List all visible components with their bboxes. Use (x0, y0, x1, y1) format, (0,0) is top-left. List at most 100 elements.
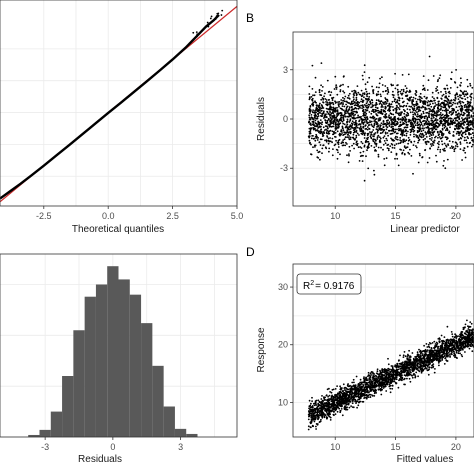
response-point (448, 339, 450, 341)
response-point (352, 406, 355, 409)
residual-point (378, 127, 381, 130)
residual-point (329, 111, 331, 113)
residual-point (398, 108, 401, 111)
residual-point (358, 116, 361, 118)
residual-point (470, 136, 473, 139)
residual-point (337, 123, 339, 125)
response-point (403, 371, 406, 374)
residual-point (332, 125, 335, 128)
residual-point (344, 136, 347, 139)
residual-point (326, 119, 329, 122)
residual-point (362, 110, 364, 112)
response-point (351, 402, 354, 405)
residual-point (370, 106, 372, 109)
residual-point (342, 144, 345, 147)
residual-point (384, 100, 387, 103)
residual-point (328, 107, 331, 110)
response-point (409, 364, 411, 367)
response-point (380, 393, 383, 396)
residual-point (332, 123, 335, 125)
residual-point (364, 118, 367, 120)
residual-point (345, 103, 347, 106)
residual-point (435, 119, 437, 122)
residual-point (361, 95, 363, 97)
response-point (438, 340, 441, 343)
residual-point (336, 126, 339, 129)
residual-point (390, 151, 393, 154)
residual-point (421, 105, 424, 108)
response-point (463, 326, 466, 329)
residual-point (320, 115, 323, 118)
response-point (334, 403, 337, 406)
residual-point (460, 137, 463, 140)
residual-point (321, 123, 323, 126)
response-point (350, 405, 352, 407)
residual-point (392, 96, 395, 99)
residual-point (320, 131, 323, 134)
residual-point (438, 100, 440, 103)
residual-point (439, 137, 442, 140)
response-point (352, 378, 355, 381)
response-point (312, 402, 315, 405)
residual-point (412, 104, 414, 106)
response-point (318, 404, 321, 406)
residual-point (399, 121, 402, 124)
residual-point (440, 107, 442, 110)
residual-point (348, 126, 350, 129)
residual-point (464, 133, 467, 136)
residual-point (355, 104, 358, 107)
residual-point (375, 145, 378, 147)
residual-point (365, 119, 368, 122)
residual-point (308, 135, 311, 138)
response-point (443, 355, 446, 358)
residual-point (465, 117, 467, 119)
response-point (410, 366, 412, 368)
residual-point (383, 140, 386, 142)
residual-point (424, 103, 427, 106)
response-point (318, 410, 321, 413)
residual-point (379, 102, 382, 105)
residual-point (466, 96, 469, 99)
response-point (450, 338, 453, 341)
residual-point (437, 109, 440, 112)
residual-point (349, 132, 352, 135)
panel-b-x-tick-label: 20 (451, 211, 461, 221)
residual-point (419, 126, 421, 128)
residual-point (315, 117, 318, 120)
residual-point (314, 114, 317, 117)
residual-point (416, 102, 419, 105)
response-point (434, 368, 436, 370)
residual-point (397, 91, 399, 94)
residual-point (440, 130, 443, 133)
residual-point (337, 113, 340, 116)
response-point (338, 392, 341, 395)
response-point (448, 347, 450, 350)
residual-point (433, 97, 435, 100)
residual-point (401, 74, 404, 76)
response-point (334, 388, 337, 390)
panel-b-x-tick-label: 10 (330, 211, 340, 221)
residual-point (384, 105, 387, 108)
residual-point (349, 103, 352, 106)
response-point (371, 388, 373, 390)
qq-point (207, 25, 210, 28)
residual-point (390, 116, 392, 119)
residual-point (443, 147, 446, 150)
residual-point (370, 145, 373, 147)
residual-point (409, 134, 412, 136)
residual-point (330, 91, 333, 94)
response-point (419, 365, 421, 368)
residual-point (470, 110, 473, 112)
residual-point (412, 128, 414, 131)
residual-point (342, 122, 345, 125)
residual-point (417, 110, 420, 113)
residual-point (419, 119, 421, 122)
residual-point (457, 109, 459, 112)
residual-point (386, 121, 388, 124)
residual-point (309, 122, 312, 125)
residual-point (384, 90, 387, 93)
residual-point (372, 104, 375, 107)
residual-point (316, 104, 318, 106)
residual-point (443, 160, 445, 162)
residual-point (447, 99, 450, 102)
